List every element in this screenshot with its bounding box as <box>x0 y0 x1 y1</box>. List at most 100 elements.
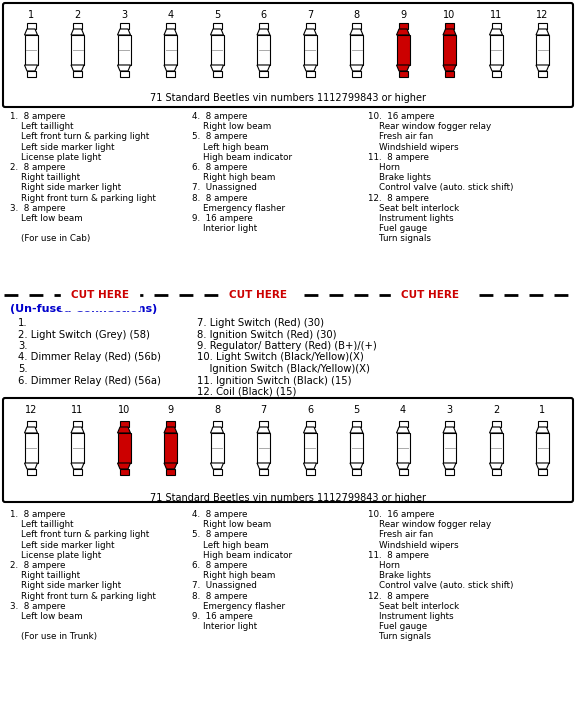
Bar <box>445 71 454 77</box>
Text: Right side marker light: Right side marker light <box>10 184 121 192</box>
FancyBboxPatch shape <box>3 398 573 502</box>
Bar <box>305 23 314 29</box>
Bar <box>399 469 407 475</box>
Text: 10: 10 <box>444 10 456 20</box>
Polygon shape <box>257 65 270 71</box>
Text: 3.  8 ampere: 3. 8 ampere <box>10 204 66 213</box>
Polygon shape <box>304 65 316 71</box>
Text: 3.: 3. <box>18 341 28 351</box>
Polygon shape <box>164 65 177 71</box>
Text: Left high beam: Left high beam <box>192 541 269 549</box>
Bar <box>164 35 177 65</box>
Text: Brake lights: Brake lights <box>368 174 431 182</box>
Bar <box>259 23 268 29</box>
Polygon shape <box>443 463 456 469</box>
Polygon shape <box>71 65 84 71</box>
Text: 12: 12 <box>25 405 37 415</box>
Text: Windshield wipers: Windshield wipers <box>368 143 458 152</box>
Text: 2.  8 ampere: 2. 8 ampere <box>10 561 65 570</box>
Text: 11. Ignition Switch (Black) (15): 11. Ignition Switch (Black) (15) <box>197 376 351 385</box>
Text: Brake lights: Brake lights <box>368 571 431 580</box>
Bar <box>26 71 36 77</box>
Text: Interior light: Interior light <box>192 224 257 233</box>
Text: Left taillight: Left taillight <box>10 520 74 529</box>
Bar <box>443 433 456 463</box>
Polygon shape <box>304 463 316 469</box>
Text: Right taillight: Right taillight <box>10 571 80 580</box>
FancyBboxPatch shape <box>3 3 573 107</box>
Text: CUT HERE: CUT HERE <box>71 290 129 300</box>
Text: Ignition Switch (Black/Yellow)(X): Ignition Switch (Black/Yellow)(X) <box>197 364 370 374</box>
Text: 5.  8 ampere: 5. 8 ampere <box>192 132 248 141</box>
Bar <box>257 35 270 65</box>
Text: 12.  8 ampere: 12. 8 ampere <box>368 194 429 202</box>
Polygon shape <box>210 463 223 469</box>
Bar <box>304 433 316 463</box>
Bar <box>305 421 314 427</box>
Bar <box>538 23 547 29</box>
Polygon shape <box>443 427 456 433</box>
Text: 9.  16 ampere: 9. 16 ampere <box>192 214 253 223</box>
Text: 8. Ignition Switch (Red) (30): 8. Ignition Switch (Red) (30) <box>197 330 336 340</box>
Text: 4: 4 <box>168 10 173 20</box>
Bar <box>119 71 128 77</box>
Text: Windshield wipers: Windshield wipers <box>368 541 458 549</box>
Text: Right side marker light: Right side marker light <box>10 582 121 590</box>
Polygon shape <box>164 427 177 433</box>
Bar <box>118 433 131 463</box>
Bar <box>26 469 36 475</box>
Text: Left front turn & parking light: Left front turn & parking light <box>10 132 149 141</box>
Text: 11: 11 <box>490 10 502 20</box>
Text: Right low beam: Right low beam <box>192 520 271 529</box>
Polygon shape <box>71 29 84 35</box>
Text: 1: 1 <box>540 405 545 415</box>
Bar <box>210 433 223 463</box>
Bar <box>26 421 36 427</box>
Bar <box>445 421 454 427</box>
Text: Rear window fogger relay: Rear window fogger relay <box>368 520 491 529</box>
Text: Fuel gauge: Fuel gauge <box>368 224 427 233</box>
Text: License plate light: License plate light <box>10 153 101 162</box>
Polygon shape <box>396 65 410 71</box>
Polygon shape <box>210 29 223 35</box>
Polygon shape <box>210 65 223 71</box>
Polygon shape <box>350 463 363 469</box>
Bar <box>119 469 128 475</box>
Text: 3: 3 <box>446 405 453 415</box>
Bar <box>71 35 84 65</box>
Text: 9: 9 <box>168 405 173 415</box>
Text: 1.: 1. <box>18 318 28 328</box>
Polygon shape <box>304 29 316 35</box>
Bar <box>491 71 501 77</box>
Bar <box>166 469 175 475</box>
Polygon shape <box>118 65 131 71</box>
Bar <box>399 23 407 29</box>
Text: Control valve (auto. stick shift): Control valve (auto. stick shift) <box>368 184 513 192</box>
Polygon shape <box>25 29 37 35</box>
Text: 7: 7 <box>260 405 267 415</box>
Text: Turn signals: Turn signals <box>368 235 431 243</box>
Polygon shape <box>118 427 131 433</box>
Text: 8.  8 ampere: 8. 8 ampere <box>192 592 248 600</box>
Polygon shape <box>71 463 84 469</box>
Bar <box>71 433 84 463</box>
Bar <box>259 421 268 427</box>
Text: 5.: 5. <box>18 364 28 374</box>
Text: 11.  8 ampere: 11. 8 ampere <box>368 153 429 162</box>
Text: 11.  8 ampere: 11. 8 ampere <box>368 551 429 560</box>
Text: 7.  Unassigned: 7. Unassigned <box>192 582 257 590</box>
Polygon shape <box>71 427 84 433</box>
Text: Right front turn & parking light: Right front turn & parking light <box>10 194 156 202</box>
Polygon shape <box>350 29 363 35</box>
Text: 6. Dimmer Relay (Red) (56a): 6. Dimmer Relay (Red) (56a) <box>18 376 161 385</box>
Polygon shape <box>164 29 177 35</box>
Text: 7: 7 <box>307 10 313 20</box>
Text: 1: 1 <box>28 10 34 20</box>
Polygon shape <box>164 463 177 469</box>
Text: 6.  8 ampere: 6. 8 ampere <box>192 163 247 172</box>
Bar <box>445 23 454 29</box>
Text: 2: 2 <box>493 405 499 415</box>
Text: 9: 9 <box>400 10 406 20</box>
Bar <box>257 433 270 463</box>
Bar <box>213 469 222 475</box>
